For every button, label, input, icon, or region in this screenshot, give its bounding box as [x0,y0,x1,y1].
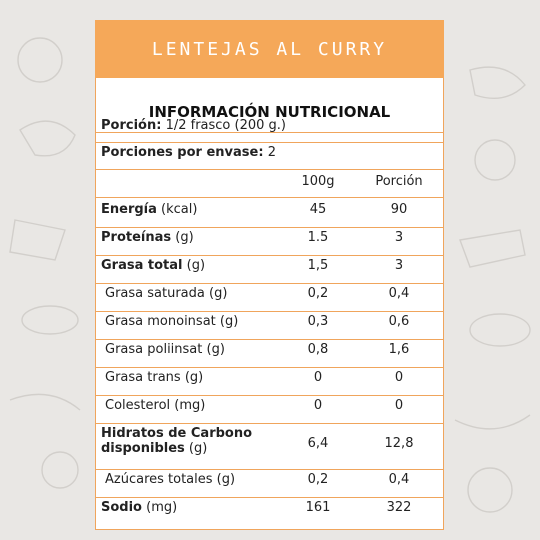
nutrient-name: Colesterol (mg) [105,398,275,413]
nutrient-unit: (g) [180,370,204,385]
nutrient-label: Grasa poliinsat [105,342,203,357]
title-banner: LENTEJAS AL CURRY [95,20,444,78]
nutrient-unit: (kcal) [156,202,198,217]
value-portion: 90 [390,202,408,217]
value-100g: 161 [305,500,331,515]
nutrient-unit: (g) [171,230,194,245]
divider [96,255,443,256]
divider [96,339,443,340]
divider [96,423,443,424]
value-portion: 322 [386,500,412,515]
value-portion: 0,4 [388,286,410,301]
nutrient-name: Grasa monoinsat (g) [105,314,275,329]
nutrient-name: Grasa poliinsat (g) [105,342,275,357]
portion-label: Porción: [101,118,162,133]
value-100g: 0,3 [307,314,329,329]
nutrient-name-line1: Hidratos de Carbono [101,426,253,441]
divider [96,169,443,170]
divider [96,142,443,143]
nutrient-label: Grasa monoinsat [105,314,216,329]
value-100g: 0,8 [307,342,329,357]
value-100g: 1.5 [307,230,329,245]
nutrient-label: Grasa total [101,258,183,273]
servings-row: Porciones por envase: 2 [101,145,276,160]
divider [96,311,443,312]
column-header-100g: 100g [301,174,335,189]
value-portion: 0,4 [388,472,410,487]
nutrient-name: Grasa saturada (g) [105,286,275,301]
nutrient-label: Energía [101,202,157,217]
divider [96,197,443,198]
nutrition-table-frame [95,78,444,530]
divider [96,367,443,368]
portion-value: 1/2 frasco (200 g.) [165,118,286,133]
nutrient-label: Grasa trans [105,370,181,385]
nutrient-unit: (mg) [170,398,206,413]
nutrient-label: Sodio [101,500,142,515]
servings-label: Porciones por envase: [101,145,264,160]
divider [96,395,443,396]
nutrient-unit: (g) [215,314,239,329]
nutrient-unit: (g) [184,441,208,456]
servings-value: 2 [267,145,276,160]
divider [96,227,443,228]
nutrient-name-line2: disponibles [101,441,185,456]
section-title: INFORMACIÓN NUTRICIONAL [148,103,391,121]
divider [96,283,443,284]
nutrient-name: Hidratos de Carbono disponibles (g) [101,426,271,456]
nutrient-label: Azúcares totales [105,472,213,487]
divider [96,497,443,498]
value-portion: 12,8 [384,436,414,451]
nutrient-name: Proteínas (g) [101,230,271,245]
value-portion: 0 [394,370,404,385]
value-100g: 45 [309,202,327,217]
value-100g: 0 [313,398,323,413]
nutrient-label: Proteínas [101,230,172,245]
product-title: LENTEJAS AL CURRY [151,38,388,60]
nutrient-name: Grasa trans (g) [105,370,275,385]
value-portion: 0 [394,398,404,413]
column-header-portion: Porción [375,174,423,189]
value-100g: 0,2 [307,472,329,487]
value-portion: 1,6 [388,342,410,357]
nutrient-name: Grasa total (g) [101,258,271,273]
value-100g: 0,2 [307,286,329,301]
divider [96,132,443,133]
value-100g: 6,4 [307,436,329,451]
value-100g: 0 [313,370,323,385]
nutrient-unit: (g) [202,342,225,357]
nutrient-name: Sodio (mg) [101,500,271,515]
value-portion: 3 [394,258,404,273]
value-portion: 0,6 [388,314,410,329]
nutrient-unit: (g) [204,286,228,301]
nutrient-label: Grasa saturada [105,286,205,301]
nutrient-unit: (g) [182,258,206,273]
nutrition-card: LENTEJAS AL CURRY INFORMACIÓN NUTRICIONA… [95,20,444,530]
nutrient-unit: (mg) [142,500,178,515]
nutrient-name: Energía (kcal) [101,202,271,217]
nutrient-name: Azúcares totales (g) [105,472,275,487]
nutrient-label: Colesterol [105,398,171,413]
divider [96,469,443,470]
portion-row: Porción: 1/2 frasco (200 g.) [101,118,286,133]
value-portion: 3 [394,230,404,245]
nutrient-unit: (g) [212,472,236,487]
value-100g: 1,5 [307,258,329,273]
